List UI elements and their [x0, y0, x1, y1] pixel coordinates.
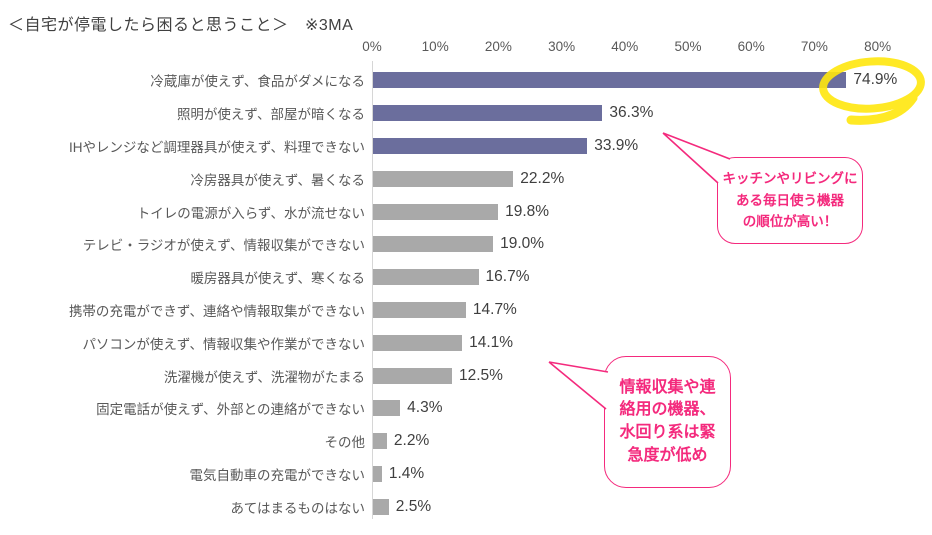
- bar-row: 暖房器具が使えず、寒くなる 16.7%: [0, 261, 932, 294]
- bar: [373, 433, 387, 450]
- bar: [373, 498, 389, 515]
- category-label: 冷房器具が使えず、暑くなる: [190, 172, 365, 188]
- bar-row: 洗濯機が使えず、洗濯物がたまる 12.5%: [0, 359, 932, 392]
- value-label: 19.0%: [500, 235, 545, 253]
- category-label: あてはまるものはない: [230, 500, 365, 516]
- bar: [373, 170, 514, 187]
- value-label: 2.5%: [395, 497, 432, 515]
- category-label: テレビ・ラジオが使えず、情報収集ができない: [82, 238, 365, 254]
- bar: [373, 269, 479, 286]
- category-label: その他: [324, 435, 366, 451]
- annotation-bubble-low-urgency: 情報収集や連 絡用の機器、 水回り系は緊 急度が低め: [604, 356, 731, 488]
- bar-row: その他 2.2%: [0, 425, 932, 458]
- x-axis-tick: 70%: [800, 39, 828, 54]
- bar: [373, 367, 452, 384]
- y-axis-baseline: [372, 61, 373, 519]
- bar: [373, 72, 847, 89]
- value-label: 2.2%: [393, 432, 430, 450]
- value-label: 33.9%: [594, 136, 639, 154]
- bar-row: テレビ・ラジオが使えず、情報収集ができない 19.0%: [0, 228, 932, 261]
- bar: [373, 236, 494, 253]
- bar: [373, 465, 382, 482]
- x-axis-tick: 50%: [674, 39, 702, 54]
- x-axis-tick: 30%: [548, 39, 576, 54]
- annotation-bubble-kitchen-living: キッチンやリビングに ある毎日使う機器 の順位が高い！: [717, 157, 863, 244]
- value-label: 1.4%: [388, 464, 425, 482]
- category-label: 固定電話が使えず、外部との連絡ができない: [96, 402, 365, 418]
- value-label: 12.5%: [459, 366, 503, 384]
- bar-row: 冷房器具が使えず、暑くなる 22.2%: [0, 162, 932, 195]
- category-label: 洗濯機が使えず、洗濯物がたまる: [163, 369, 365, 385]
- category-label: 冷蔵庫が使えず、食品がダメになる: [150, 74, 365, 90]
- bar: [373, 301, 466, 318]
- bar-row: トイレの電源が入らず、水が流せない 19.8%: [0, 195, 932, 228]
- value-label: 19.8%: [505, 202, 550, 220]
- bar-row: 照明が使えず、部屋が暗くなる 36.3%: [0, 97, 932, 130]
- x-axis-tick: 40%: [611, 39, 639, 54]
- bar-row: 携帯の充電ができず、連絡や情報取集ができない 14.7%: [0, 294, 932, 327]
- bar: [373, 203, 499, 220]
- bar-row: 電気自動車の充電ができない 1.4%: [0, 458, 932, 491]
- bar-row: 冷蔵庫が使えず、食品がダメになる 74.9%: [0, 64, 932, 97]
- bar-row: 固定電話が使えず、外部との連絡ができない 4.3%: [0, 392, 932, 425]
- category-label: 電気自動車の充電ができない: [189, 467, 366, 483]
- category-label: トイレの電源が入らず、水が流せない: [136, 205, 365, 221]
- chart-title: ＜自宅が停電したら困ると思うこと＞ ※3MA: [8, 17, 354, 34]
- bar-rows: 冷蔵庫が使えず、食品がダメになる 74.9% 照明が使えず、部屋が暗くなる 36.3%…: [0, 64, 932, 523]
- bar: [373, 137, 588, 154]
- x-axis-tick: 10%: [421, 39, 449, 54]
- value-label: 14.1%: [469, 333, 514, 351]
- category-label: IHやレンジなど調理器具が使えず、料理できない: [68, 139, 365, 155]
- value-label: 14.7%: [472, 300, 517, 318]
- category-label: 携帯の充電ができず、連絡や情報取集ができない: [68, 303, 365, 319]
- bar-row: あてはまるものはない 2.5%: [0, 490, 932, 523]
- value-label: 4.3%: [407, 399, 443, 417]
- category-label: パソコンが使えず、情報収集や作業ができない: [82, 336, 365, 352]
- x-axis-tick-labels: 0% 10% 20% 30% 40% 50% 60% 70% 80%: [0, 39, 932, 57]
- value-label: 16.7%: [485, 268, 530, 286]
- value-label: 74.9%: [853, 71, 898, 89]
- x-axis-tick: 80%: [864, 39, 892, 54]
- category-label: 暖房器具が使えず、寒くなる: [190, 271, 365, 287]
- x-axis-tick: 0%: [362, 39, 382, 54]
- x-axis-tick: 20%: [484, 39, 512, 54]
- bar: [373, 105, 603, 122]
- bar: [373, 334, 463, 351]
- bar-row: パソコンが使えず、情報収集や作業ができない 14.1%: [0, 326, 932, 359]
- category-label: 照明が使えず、部屋が暗くなる: [176, 107, 365, 123]
- value-label: 36.3%: [609, 104, 654, 122]
- bar-row: IHやレンジなど調理器具が使えず、料理できない 33.9%: [0, 130, 932, 163]
- x-axis-tick: 60%: [737, 39, 765, 54]
- bar: [373, 400, 401, 417]
- value-label: 22.2%: [520, 169, 565, 187]
